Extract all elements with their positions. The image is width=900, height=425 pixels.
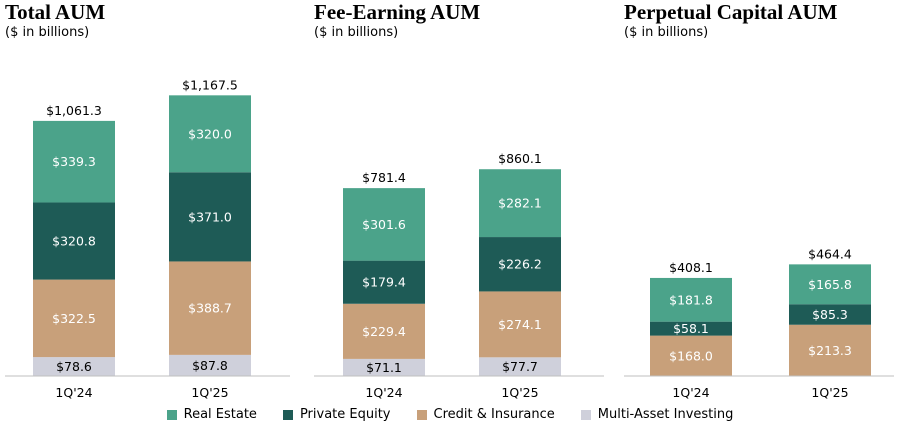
x-tick-label: 1Q'25 (811, 385, 848, 400)
bar-segment-private-equity (479, 237, 561, 292)
data-label: $339.3 (52, 154, 96, 169)
data-label: $274.1 (498, 317, 542, 332)
x-tick-label: 1Q'24 (672, 385, 709, 400)
data-label: $320.0 (188, 126, 232, 141)
total-label: $408.1 (669, 260, 713, 275)
legend-swatch (580, 410, 591, 420)
data-label: $226.2 (498, 257, 542, 272)
data-label: $165.8 (808, 277, 852, 292)
chart-subtitle: ($ in billions) (314, 25, 399, 40)
legend-item-multi-asset-investing: Multi-Asset Investing (580, 407, 734, 423)
bar-segment-private-equity (33, 202, 115, 280)
bar-segment-credit-insurance (169, 261, 251, 355)
x-tick-label: 1Q'24 (365, 385, 402, 400)
data-label: $58.1 (673, 321, 709, 336)
bar-segment-multi-asset-investing (33, 357, 115, 376)
bar-segment-real-estate (169, 95, 251, 173)
x-tick-label: 1Q'25 (501, 385, 538, 400)
chart-total-aum: Total AUM ($ in billions) $78.6 $322.5 $32… (5, 0, 290, 400)
bar-segment-real-estate (789, 264, 871, 305)
bar-segment-multi-asset-investing (169, 354, 251, 376)
legend: Real Estate Private Equity Credit & Insu… (0, 406, 900, 424)
data-label: $371.0 (188, 209, 232, 224)
data-label: $179.4 (362, 275, 406, 290)
legend-swatch (166, 410, 177, 420)
data-label: $181.8 (669, 292, 713, 307)
total-label: $781.4 (362, 170, 406, 185)
x-tick-label: 1Q'24 (55, 385, 92, 400)
chart-plot: $71.1 $229.4 $179.4 $301.6 $781.4 1Q'24 $77.7 $… (314, 151, 604, 400)
chart-title: Total AUM (5, 0, 106, 24)
bar-segment-real-estate (650, 277, 732, 322)
legend-item-real-estate: Real Estate (166, 407, 257, 423)
legend-swatch (416, 410, 427, 420)
data-label: $282.1 (498, 196, 542, 211)
total-label: $1,167.5 (182, 77, 238, 92)
chart-subtitle: ($ in billions) (624, 25, 709, 40)
chart-plot: $168.0 $58.1 $181.8 $408.1 1Q'24 $213.3 $85.3 $… (624, 246, 894, 400)
total-label: $1,061.3 (46, 103, 102, 118)
chart-fee-earning-aum: Fee-Earning AUM ($ in billions) $71.1 $22… (314, 0, 604, 400)
legend-label: Private Equity (299, 407, 391, 422)
data-label: $85.3 (812, 307, 848, 322)
bar-segment-credit-insurance (789, 324, 871, 376)
bar-segment-real-estate (479, 169, 561, 238)
bar-segment-credit-insurance (479, 291, 561, 358)
data-label: $77.7 (502, 359, 538, 374)
bar-segment-multi-asset-investing (479, 357, 561, 376)
legend-label: Multi-Asset Investing (597, 407, 734, 422)
data-label: $388.7 (188, 301, 232, 316)
data-label: $78.6 (56, 359, 92, 374)
bar-segment-credit-insurance (33, 279, 115, 358)
chart-title: Perpetual Capital AUM (624, 0, 838, 24)
legend-item-private-equity: Private Equity (282, 407, 391, 423)
data-label: $301.6 (362, 217, 406, 232)
data-label: $87.8 (192, 358, 228, 373)
data-label: $213.3 (808, 343, 852, 358)
legend-swatch (282, 410, 293, 420)
chart-subtitle: ($ in billions) (5, 25, 90, 40)
data-label: $168.0 (669, 348, 713, 363)
bar-segment-private-equity (650, 321, 732, 336)
legend-item-credit-insurance: Credit & Insurance (416, 407, 555, 423)
data-label: $71.1 (366, 360, 402, 375)
chart-title: Fee-Earning AUM (314, 0, 481, 24)
bar-segment-real-estate (33, 120, 115, 203)
bar-segment-private-equity (789, 304, 871, 325)
x-tick-label: 1Q'25 (191, 385, 228, 400)
chart-perpetual-capital-aum: Perpetual Capital AUM ($ in billions) $1… (624, 0, 894, 400)
total-label: $860.1 (498, 151, 542, 166)
data-label: $322.5 (52, 311, 96, 326)
bar-segment-credit-insurance (343, 303, 425, 359)
chart-plot: $78.6 $322.5 $320.8 $339.3 $1,061.3 1Q'24 $87.… (5, 77, 290, 400)
bar-segment-real-estate (343, 188, 425, 261)
legend-label: Real Estate (183, 407, 257, 422)
bar-segment-private-equity (343, 260, 425, 304)
bar-segment-multi-asset-investing (343, 358, 425, 376)
data-label: $229.4 (362, 324, 406, 339)
bar-segment-private-equity (169, 172, 251, 262)
bar-segment-credit-insurance (650, 335, 732, 376)
data-label: $320.8 (52, 234, 96, 249)
total-label: $464.4 (808, 246, 852, 261)
legend-label: Credit & Insurance (433, 407, 555, 422)
